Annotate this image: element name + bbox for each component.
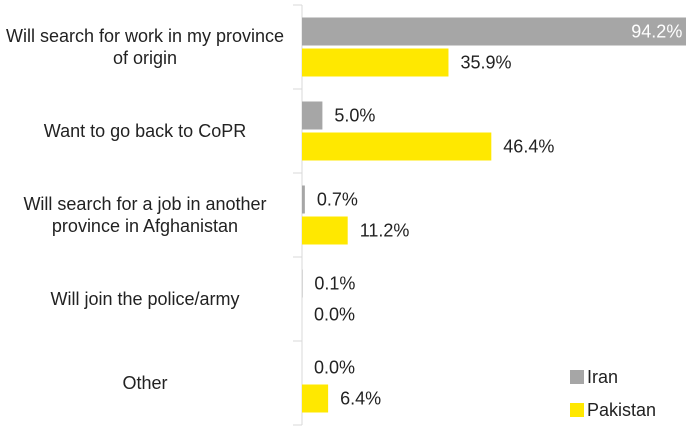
data-label: 6.4% bbox=[340, 388, 381, 408]
bar bbox=[302, 185, 305, 214]
y-tick-label: Want to go back to CoPR bbox=[43, 121, 247, 141]
legend-swatch bbox=[570, 403, 584, 417]
y-tick-label: Other bbox=[122, 373, 168, 393]
legend-swatch bbox=[570, 370, 584, 384]
data-label: 5.0% bbox=[334, 105, 375, 125]
y-tick-label: Will search for work in my province of o… bbox=[5, 26, 285, 68]
data-label: 46.4% bbox=[503, 136, 554, 156]
bar bbox=[302, 216, 348, 245]
y-tick-label: Will join the police/army bbox=[50, 289, 240, 309]
y-tick-label: Will search for a job in another provinc… bbox=[23, 194, 267, 236]
bar bbox=[302, 132, 492, 161]
bar bbox=[302, 48, 449, 77]
data-label: 0.0% bbox=[314, 304, 355, 324]
data-label: 0.0% bbox=[314, 357, 355, 377]
data-label: 35.9% bbox=[460, 52, 511, 72]
legend-label: Pakistan bbox=[587, 400, 656, 420]
bar bbox=[302, 384, 329, 413]
data-label: 11.2% bbox=[360, 220, 410, 240]
bar bbox=[302, 101, 323, 130]
bar bbox=[302, 17, 686, 46]
data-label: 0.1% bbox=[314, 273, 355, 293]
legend-label: Iran bbox=[587, 367, 618, 387]
data-label: 0.7% bbox=[317, 189, 358, 209]
data-label: 94.2% bbox=[631, 21, 682, 41]
